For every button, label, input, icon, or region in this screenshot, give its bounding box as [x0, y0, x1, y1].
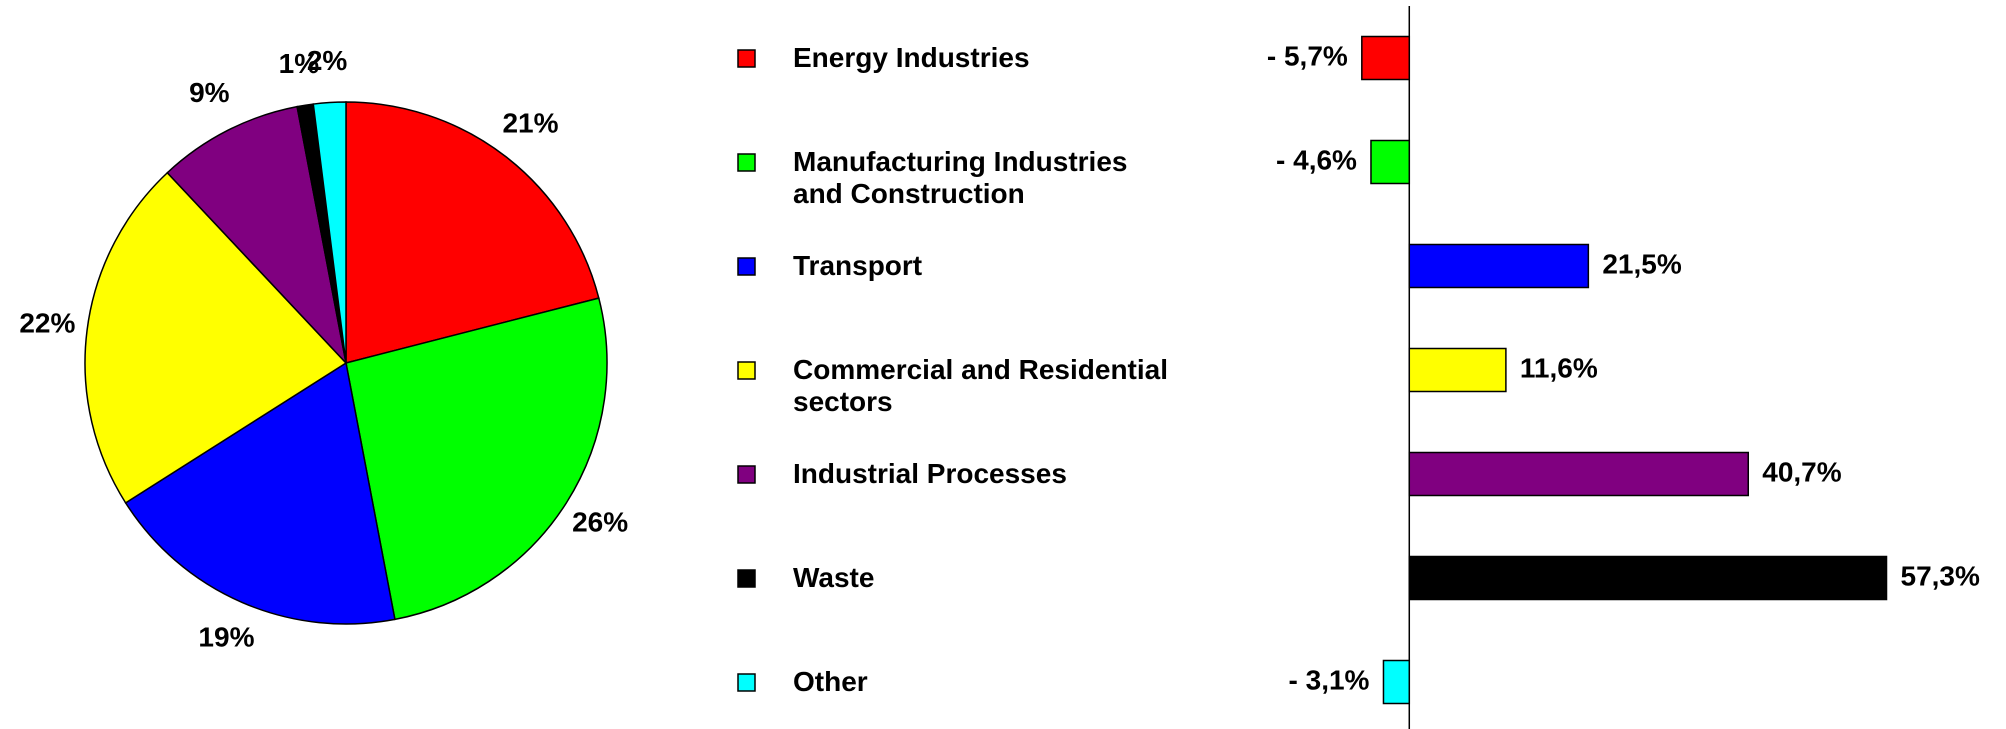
legend-label: Manufacturing Industries and Constructio… — [793, 146, 1128, 209]
pie-slice — [312, 101, 347, 364]
slice-label: 1% — [279, 48, 320, 79]
bar-value-label: 57,3% — [1901, 560, 1980, 591]
bar — [1370, 139, 1411, 185]
bar — [1408, 243, 1590, 289]
slice-label: 26% — [572, 507, 628, 538]
legend-swatch — [737, 153, 756, 172]
legend-label: Industrial Processes — [793, 458, 1067, 489]
pie-slice — [166, 105, 348, 366]
legend-label: Waste — [793, 562, 875, 593]
slice-label: 22% — [19, 308, 75, 339]
slice-label: 2% — [307, 45, 348, 76]
legend-swatch — [737, 569, 756, 588]
slice-label: 19% — [198, 622, 254, 653]
slice-label: 9% — [189, 77, 230, 108]
legend-swatch — [737, 49, 756, 68]
bar-value-label: 21,5% — [1602, 248, 1681, 279]
bar-value-label: 11,6% — [1520, 352, 1598, 383]
bar — [1408, 451, 1750, 497]
pie-slice — [345, 297, 608, 621]
bar — [1408, 347, 1507, 393]
legend-swatch — [737, 361, 756, 380]
legend-label: Transport — [793, 250, 923, 281]
bar — [1408, 555, 1888, 601]
pie-slice — [84, 171, 348, 504]
legend-label: Energy Industries — [793, 42, 1030, 73]
bar — [1382, 659, 1411, 705]
legend-swatch — [737, 257, 756, 276]
pie-slice — [345, 101, 600, 364]
pie-slice — [124, 361, 396, 625]
legend-swatch — [737, 465, 756, 484]
bar-value-label: 40,7% — [1762, 456, 1841, 487]
bar — [1361, 35, 1411, 81]
bar-value-label: - 3,1% — [1289, 664, 1370, 695]
legend-label: Commercial and Residential sectors — [793, 354, 1169, 417]
bar-value-label: - 5,7% — [1267, 40, 1348, 71]
legend-label: Other — [793, 666, 868, 697]
bar-value-label: - 4,6% — [1276, 144, 1357, 175]
slice-label: 21% — [502, 108, 558, 139]
legend-swatch — [737, 673, 756, 692]
